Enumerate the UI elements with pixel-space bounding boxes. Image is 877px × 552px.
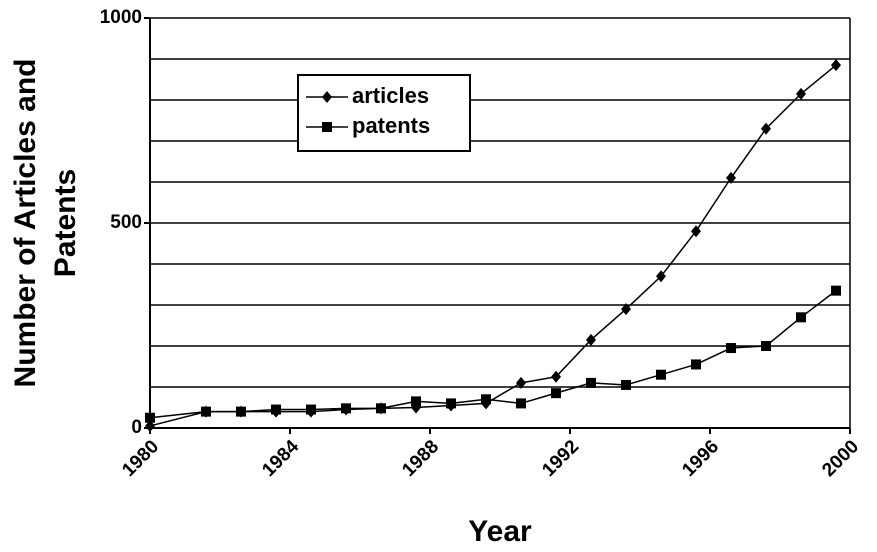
marker bbox=[796, 312, 806, 323]
y-axis-title: Number of Articles and Patents bbox=[9, 59, 82, 388]
marker bbox=[306, 404, 316, 415]
marker bbox=[586, 333, 596, 346]
marker bbox=[691, 225, 701, 238]
marker bbox=[586, 377, 596, 388]
marker bbox=[726, 343, 736, 354]
y-tick-label: 0 bbox=[131, 417, 142, 438]
marker bbox=[656, 270, 666, 283]
marker bbox=[446, 398, 456, 409]
series-line bbox=[149, 64, 837, 427]
y-tick-label: 500 bbox=[110, 212, 142, 233]
marker bbox=[376, 403, 386, 414]
x-tick-label: 2000 bbox=[818, 436, 863, 481]
legend-box bbox=[297, 74, 471, 152]
marker bbox=[236, 406, 246, 417]
marker bbox=[621, 379, 631, 390]
marker bbox=[831, 285, 841, 296]
series-line bbox=[149, 290, 837, 419]
marker bbox=[516, 398, 526, 409]
marker bbox=[656, 369, 666, 380]
marker bbox=[796, 87, 806, 100]
marker bbox=[481, 394, 491, 405]
marker bbox=[761, 122, 771, 135]
x-tick-label: 1980 bbox=[118, 436, 163, 481]
x-tick-label: 1988 bbox=[398, 436, 443, 481]
legend-marker bbox=[322, 122, 332, 132]
marker bbox=[831, 59, 841, 72]
marker bbox=[411, 396, 421, 407]
marker bbox=[726, 171, 736, 184]
x-tick-label: 1996 bbox=[678, 436, 723, 481]
marker bbox=[551, 370, 561, 383]
marker bbox=[691, 359, 701, 370]
marker bbox=[201, 406, 211, 417]
x-tick-label: 1984 bbox=[258, 436, 303, 481]
x-tick-label: 1992 bbox=[538, 436, 583, 481]
marker bbox=[341, 403, 351, 414]
x-axis-title: Year bbox=[468, 515, 532, 548]
y-tick-label: 1000 bbox=[100, 7, 142, 28]
legend-label: patents bbox=[352, 113, 430, 138]
marker bbox=[621, 303, 631, 316]
marker bbox=[145, 412, 155, 423]
marker bbox=[271, 404, 281, 415]
legend-label: articles bbox=[352, 83, 429, 108]
legend: articles patents bbox=[297, 74, 471, 152]
marker bbox=[516, 376, 526, 389]
legend-marker bbox=[322, 91, 332, 103]
marker bbox=[761, 341, 771, 351]
marker bbox=[145, 419, 155, 432]
marker bbox=[551, 388, 561, 399]
